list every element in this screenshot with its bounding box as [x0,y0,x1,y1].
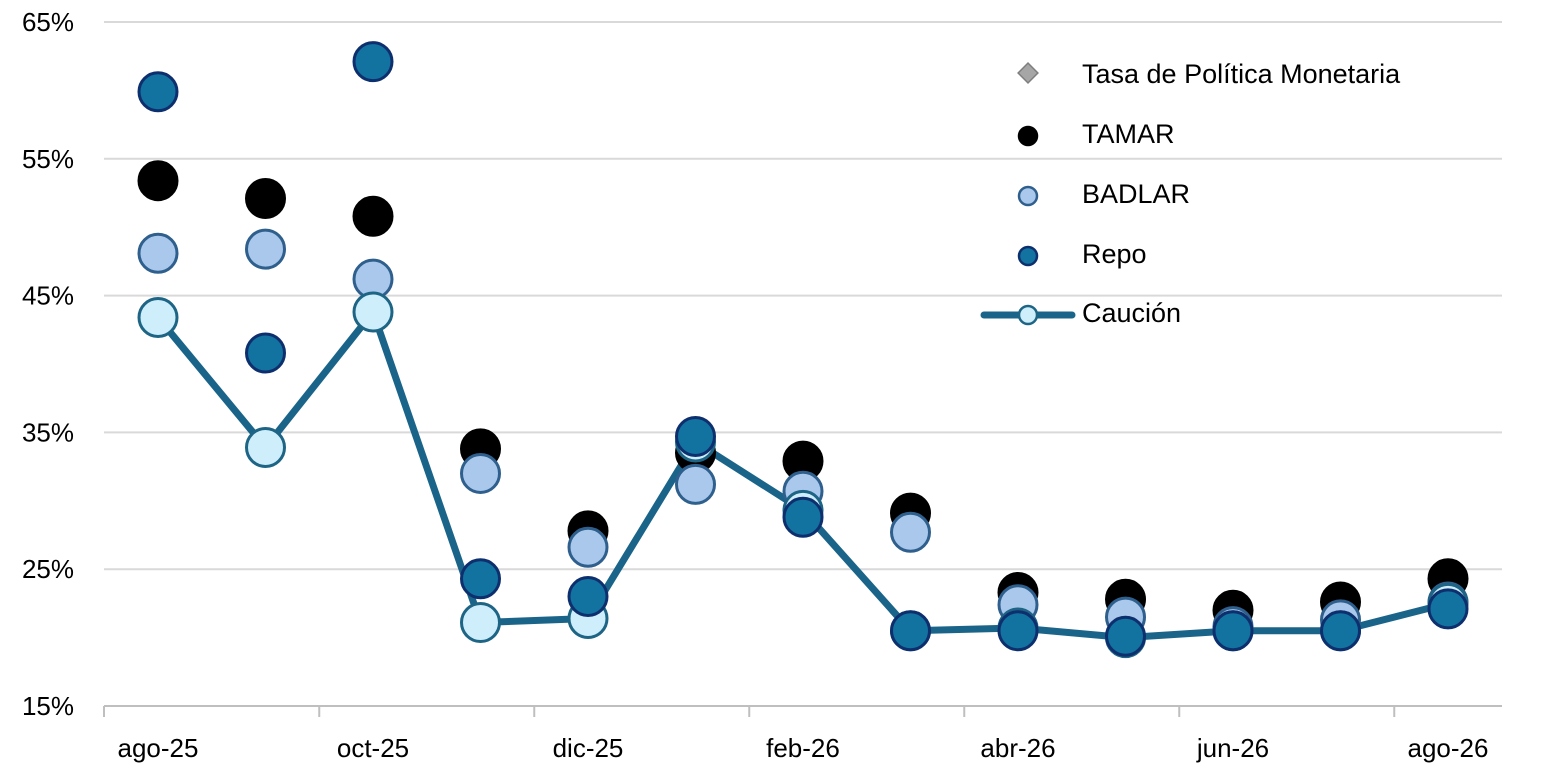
legend-label-caucion: Caución [1082,298,1181,328]
legend: Tasa de Política Monetaria TAMAR BADLAR Rep… [980,59,1401,328]
x-tick-label: oct-25 [337,733,409,763]
repo-point [352,41,394,83]
y-tick-label: 25% [22,554,74,584]
repo-point [1212,610,1254,652]
y-tick-label: 65% [22,7,74,37]
series [137,41,1469,659]
x-tick-label: jun-26 [1196,733,1269,763]
y-tick-label: 15% [22,691,74,721]
gridlines [104,21,1502,571]
legend-label-tamar: TAMAR [1082,119,1175,149]
legend-marker-icon [1017,185,1039,207]
caucion-point [352,291,394,333]
repo-point [1320,610,1361,652]
caucion-point [137,296,179,338]
repo-point [1427,588,1469,630]
badlar-point [890,511,931,553]
repo-point [567,576,609,618]
repo-point [675,416,716,458]
legend-marker-icon [1017,245,1039,267]
badlar-point [460,452,501,494]
caucion-point [245,426,286,468]
repo-point [997,610,1039,652]
tamar-point [352,195,394,237]
repo-point [460,558,501,600]
y-tick-label: 45% [22,281,74,311]
x-tick-label: abr-26 [980,733,1055,763]
x-tick-label: ago-26 [1408,733,1489,763]
repo-point [137,71,179,113]
x-axis [103,705,1502,717]
legend-marker-icon [1017,125,1039,147]
y-tick-label: 35% [22,417,74,447]
legend-label-tasa-de-politica-monetaria: Tasa de Política Monetaria [1082,59,1401,89]
badlar-point [137,232,179,274]
y-tick-label: 55% [22,144,74,174]
tamar-point [137,160,179,202]
legend-label-repo: Repo [1082,239,1147,269]
badlar-point [567,526,609,568]
badlar-point [675,463,716,505]
badlar-point [245,228,286,270]
legend-diamond-icon [1017,62,1039,84]
repo-point [245,332,286,374]
x-tick-label: ago-25 [118,733,199,763]
caucion-point [460,602,501,644]
tamar-point [245,177,286,219]
x-tick-labels: ago-25 oct-25 dic-25 feb-26 abr-26 jun-26 ago-… [118,733,1489,763]
repo-point [1105,615,1146,657]
x-tick-label: dic-25 [553,733,624,763]
y-axis: 15% 25% 35% 45% 55% 65% [22,7,74,721]
legend-label-badlar: BADLAR [1082,179,1190,209]
repo-point [782,496,824,538]
legend-marker-icon [1017,304,1039,326]
repo-point [890,610,931,652]
x-tick-label: feb-26 [766,733,840,763]
